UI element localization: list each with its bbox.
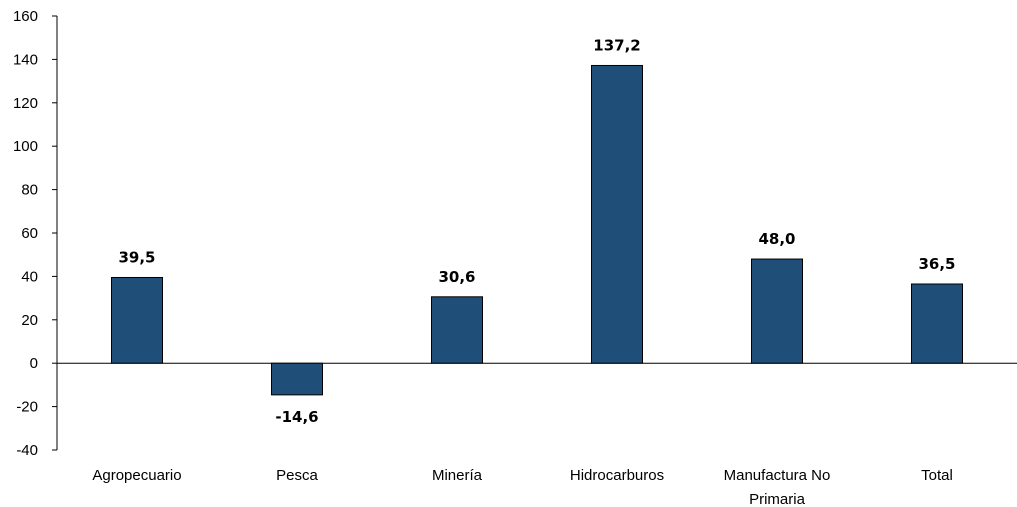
category-label: Hidrocarburos bbox=[570, 467, 664, 484]
data-label: 39,5 bbox=[118, 248, 155, 266]
bar bbox=[431, 296, 483, 364]
bar bbox=[111, 276, 163, 364]
category-label: Minería bbox=[432, 467, 483, 484]
category-label-line: Pesca bbox=[276, 467, 318, 484]
data-label: -14,6 bbox=[275, 408, 318, 426]
y-tick-label: -40 bbox=[16, 442, 38, 459]
category-label-line: Agropecuario bbox=[92, 467, 181, 484]
y-tick-label: -20 bbox=[16, 399, 38, 416]
category-label: Total bbox=[921, 467, 953, 484]
bar bbox=[911, 283, 963, 364]
bars bbox=[111, 64, 963, 396]
bar bbox=[751, 258, 803, 364]
y-tick-label: 100 bbox=[13, 138, 38, 155]
category-label-line: Hidrocarburos bbox=[570, 467, 664, 484]
category-label-line: Minería bbox=[432, 467, 483, 484]
category-label-line: Primaria bbox=[749, 491, 805, 507]
category-label: Agropecuario bbox=[92, 467, 181, 484]
bar bbox=[591, 64, 643, 364]
data-label: 30,6 bbox=[438, 268, 475, 286]
data-label: 36,5 bbox=[918, 255, 955, 273]
bar bbox=[271, 362, 323, 396]
y-tick-label: 60 bbox=[21, 225, 38, 242]
y-tick-label: 40 bbox=[21, 268, 38, 285]
category-label-line: Total bbox=[921, 467, 953, 484]
data-label: 137,2 bbox=[593, 36, 640, 54]
category-label-line: Manufactura No bbox=[724, 467, 831, 484]
y-tick-label: 20 bbox=[21, 312, 38, 329]
y-tick-label: 140 bbox=[13, 51, 38, 68]
y-tick-label: 0 bbox=[30, 355, 38, 372]
data-label: 48,0 bbox=[758, 230, 795, 248]
axes: -40 -20 0 20 40 60 80 100 120 140 160 bbox=[13, 8, 1017, 459]
y-tick-label: 120 bbox=[13, 95, 38, 112]
y-tick-label: 160 bbox=[13, 8, 38, 25]
category-label: Pesca bbox=[276, 467, 318, 484]
labels: 39,5 Agropecuario -14,6 Pesca 30,6 Minería 137… bbox=[92, 36, 955, 507]
category-label: Manufactura No Primaria bbox=[724, 467, 831, 507]
y-tick-label: 80 bbox=[21, 182, 38, 199]
